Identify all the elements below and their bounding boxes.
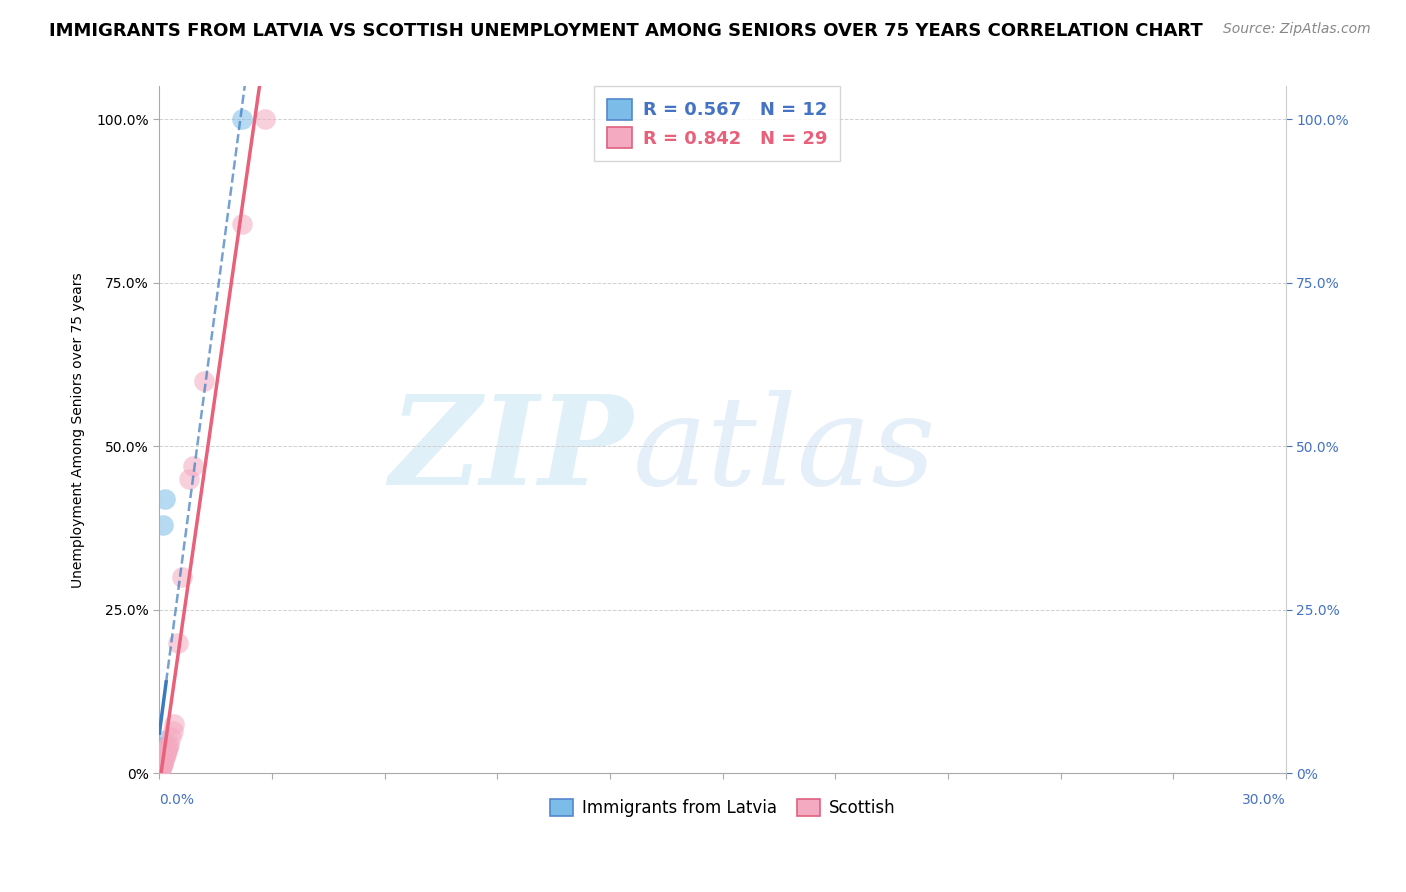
Point (179, 472, 201, 486)
Point (167, 635, 190, 649)
Point (150, 756, 173, 771)
Point (152, 756, 174, 771)
Point (153, 753, 176, 767)
Point (231, 217, 253, 231)
Point (153, 750, 176, 764)
Y-axis label: Unemployment Among Seniors over 75 years: Unemployment Among Seniors over 75 years (72, 272, 86, 588)
Point (152, 740, 174, 755)
Point (159, 731, 181, 745)
Point (152, 756, 174, 771)
Point (150, 740, 173, 755)
Point (163, 717, 186, 731)
Point (153, 491, 176, 506)
Point (149, 761, 172, 775)
Text: IMMIGRANTS FROM LATVIA VS SCOTTISH UNEMPLOYMENT AMONG SENIORS OVER 75 YEARS CORR: IMMIGRANTS FROM LATVIA VS SCOTTISH UNEMP… (49, 22, 1204, 40)
Point (150, 756, 173, 771)
Point (156, 740, 179, 755)
Point (155, 743, 177, 757)
Point (152, 733, 174, 747)
Point (150, 743, 173, 757)
Point (155, 747, 177, 761)
Point (170, 570, 193, 584)
Point (149, 763, 172, 777)
Point (153, 750, 176, 764)
Point (150, 760, 173, 774)
Point (253, 112, 276, 126)
Point (156, 743, 179, 757)
Legend: Immigrants from Latvia, Scottish: Immigrants from Latvia, Scottish (544, 792, 901, 823)
Text: Source: ZipAtlas.com: Source: ZipAtlas.com (1223, 22, 1371, 37)
Point (155, 747, 177, 761)
Text: ZIP: ZIP (388, 390, 633, 511)
Point (149, 763, 172, 777)
Point (152, 517, 174, 532)
Text: 30.0%: 30.0% (1241, 793, 1285, 807)
Text: 0.0%: 0.0% (159, 793, 194, 807)
Point (153, 748, 176, 763)
Point (149, 760, 172, 774)
Point (162, 723, 184, 738)
Text: atlas: atlas (633, 390, 936, 511)
Point (157, 740, 180, 755)
Point (231, 112, 253, 126)
Point (149, 761, 172, 775)
Point (150, 758, 173, 772)
Point (157, 737, 180, 751)
Point (181, 458, 204, 473)
Point (152, 755, 174, 769)
Point (193, 374, 215, 388)
Point (150, 753, 173, 767)
